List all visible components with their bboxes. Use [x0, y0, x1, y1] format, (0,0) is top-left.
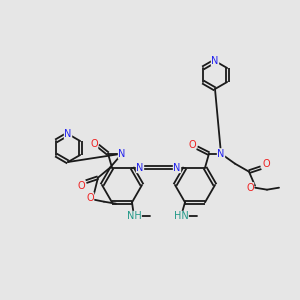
Text: N: N [118, 149, 126, 159]
Text: O: O [86, 193, 94, 203]
Text: O: O [262, 159, 270, 169]
Text: N: N [136, 163, 144, 173]
Text: N: N [173, 163, 181, 173]
Text: O: O [188, 140, 196, 150]
Text: N: N [64, 129, 72, 139]
Text: NH: NH [127, 211, 141, 221]
Text: N: N [217, 149, 225, 159]
Text: O: O [246, 183, 254, 193]
Text: HN: HN [174, 211, 188, 221]
Text: O: O [77, 181, 85, 191]
Text: N: N [211, 56, 219, 66]
Text: O: O [90, 139, 98, 149]
